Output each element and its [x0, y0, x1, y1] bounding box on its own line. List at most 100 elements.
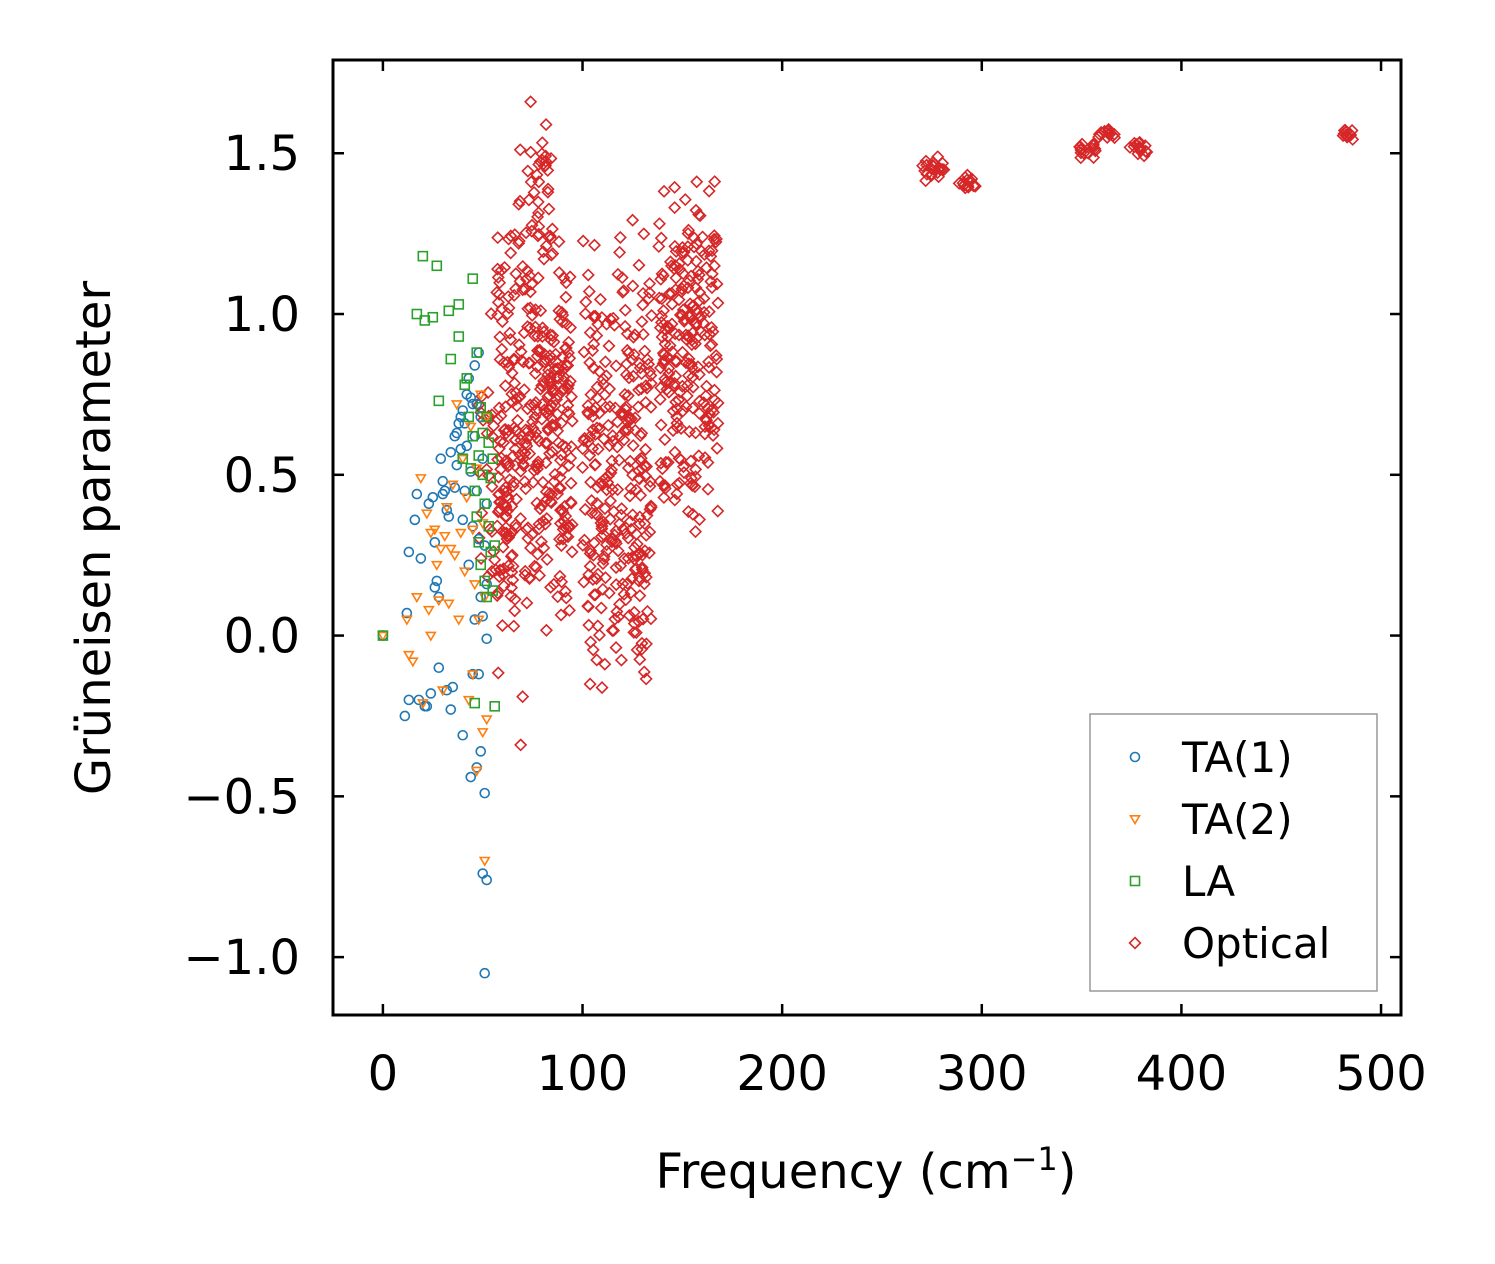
optical-point [531, 547, 545, 561]
ta-2-point [432, 596, 445, 607]
optical-point [661, 455, 675, 469]
optical-point [587, 361, 601, 375]
la-point [417, 250, 429, 262]
optical-point [491, 452, 505, 467]
series-la [377, 250, 500, 712]
optical-point [644, 499, 658, 513]
optical-point [491, 505, 505, 519]
optical-point [668, 354, 682, 368]
optical-point [654, 418, 668, 432]
ta-1-point [473, 668, 485, 680]
optical-point [524, 541, 538, 555]
optical-point [619, 526, 633, 540]
ta-1-point [479, 540, 491, 551]
x-axis-label: Frequency (cm−1) [655, 1140, 1076, 1200]
optical-point [662, 367, 676, 381]
ta-2-point [472, 615, 485, 626]
optical-point [533, 502, 547, 516]
optical-point [711, 296, 725, 310]
optical-point [675, 282, 689, 296]
legend-marker-ta-1 [1129, 751, 1141, 763]
optical-point [585, 494, 599, 508]
optical-point [553, 481, 567, 495]
optical-point [512, 236, 526, 250]
optical-point [520, 596, 534, 610]
optical-point [609, 561, 623, 575]
optical-point [523, 285, 537, 299]
optical-point [599, 400, 613, 414]
optical-point [532, 517, 546, 531]
optical-point [493, 330, 507, 344]
optical-point [583, 448, 597, 462]
ta-2-point [416, 699, 429, 710]
optical-point [499, 510, 513, 524]
ta-2-point [450, 400, 463, 411]
la-point [485, 472, 497, 484]
optical-point [497, 579, 511, 593]
optical-point [632, 383, 646, 397]
optical-point [562, 521, 576, 535]
optical-point [527, 185, 541, 200]
optical-point [550, 361, 565, 375]
optical-point [523, 447, 537, 461]
optical-point [543, 370, 557, 384]
optical-point [688, 470, 703, 484]
optical-point [593, 476, 607, 490]
y-tick-label: 1.5 [224, 126, 300, 182]
optical-point [643, 525, 657, 539]
optical-point [1337, 124, 1351, 138]
la-point [433, 395, 445, 407]
ta-2-point [442, 599, 455, 610]
optical-point [924, 169, 938, 183]
optical-point [710, 365, 724, 379]
optical-point [513, 448, 527, 462]
optical-point [613, 517, 627, 531]
optical-point [926, 155, 940, 169]
optical-point [516, 690, 530, 704]
optical-point [509, 424, 523, 438]
la-point [467, 273, 479, 284]
optical-point [611, 544, 625, 558]
optical-point [636, 612, 650, 626]
optical-point [702, 360, 716, 374]
optical-point [561, 405, 575, 419]
optical-point [539, 623, 553, 637]
optical-point [540, 552, 554, 567]
optical-point [632, 471, 646, 485]
optical-point [474, 551, 488, 565]
optical-point [965, 172, 979, 186]
optical-point [705, 403, 719, 417]
ta-1-point [445, 446, 457, 458]
ta-2-point [480, 715, 493, 726]
optical-point [1092, 127, 1106, 141]
optical-point [491, 262, 505, 276]
optical-point [516, 457, 530, 471]
optical-point [538, 517, 552, 531]
optical-point [674, 421, 688, 435]
optical-point [689, 317, 703, 331]
optical-point [688, 525, 703, 539]
optical-point [609, 641, 623, 655]
y-tick-label: −1.0 [183, 930, 300, 986]
optical-point [586, 409, 600, 424]
optical-point [535, 412, 549, 426]
optical-point [557, 382, 571, 396]
optical-point [658, 337, 672, 351]
optical-point [518, 475, 532, 489]
optical-point [699, 389, 713, 403]
ta-1-point [461, 440, 473, 452]
ta-2-point [434, 544, 447, 555]
optical-point [675, 379, 689, 393]
optical-point [654, 309, 669, 323]
optical-point [704, 275, 718, 289]
ta-1-point [451, 427, 463, 439]
optical-point [622, 409, 636, 423]
optical-point [669, 283, 683, 297]
optical-point [503, 326, 517, 340]
optical-point [529, 425, 543, 440]
optical-point [605, 624, 619, 638]
optical-point [544, 399, 558, 413]
optical-point [670, 402, 684, 416]
optical-point [530, 431, 544, 445]
optical-point [586, 423, 600, 437]
